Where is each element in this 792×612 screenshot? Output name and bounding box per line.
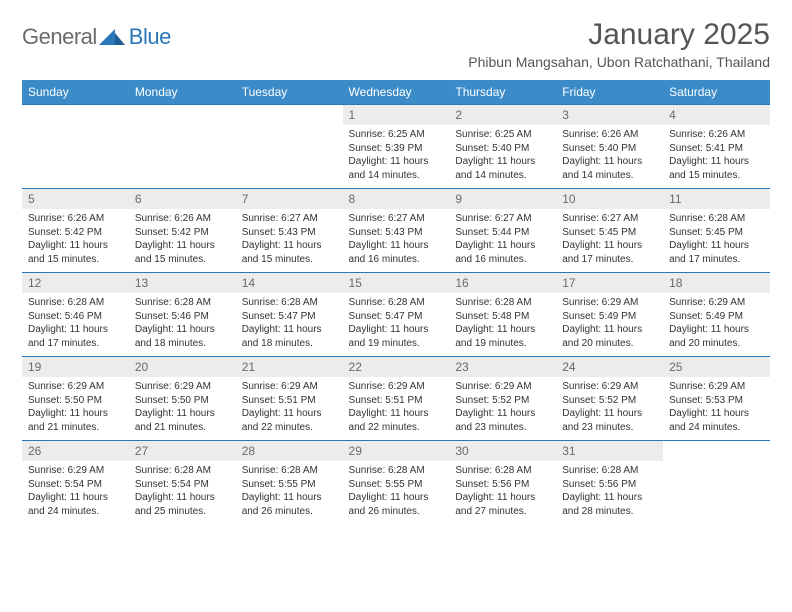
day-number-cell: 16 <box>449 273 556 294</box>
logo: General Blue <box>22 18 171 50</box>
day-detail-cell: Sunrise: 6:29 AMSunset: 5:50 PMDaylight:… <box>129 377 236 441</box>
day-detail-cell: Sunrise: 6:26 AMSunset: 5:40 PMDaylight:… <box>556 125 663 189</box>
day-detail-cell: Sunrise: 6:28 AMSunset: 5:47 PMDaylight:… <box>236 293 343 357</box>
day-detail-cell <box>663 461 770 524</box>
logo-triangle-icon <box>99 27 127 47</box>
day-detail-cell: Sunrise: 6:29 AMSunset: 5:49 PMDaylight:… <box>663 293 770 357</box>
day-number-row: 567891011 <box>22 189 770 210</box>
day-detail-row: Sunrise: 6:28 AMSunset: 5:46 PMDaylight:… <box>22 293 770 357</box>
header: General Blue January 2025 Phibun Mangsah… <box>22 18 770 70</box>
day-number-cell: 10 <box>556 189 663 210</box>
day-detail-cell <box>22 125 129 189</box>
title-block: January 2025 Phibun Mangsahan, Ubon Ratc… <box>468 18 770 70</box>
day-number-cell: 8 <box>343 189 450 210</box>
day-header: Sunday <box>22 80 129 105</box>
day-number-cell <box>663 441 770 462</box>
day-number-cell: 6 <box>129 189 236 210</box>
day-detail-cell: Sunrise: 6:29 AMSunset: 5:50 PMDaylight:… <box>22 377 129 441</box>
day-detail-cell: Sunrise: 6:27 AMSunset: 5:45 PMDaylight:… <box>556 209 663 273</box>
day-number-cell: 22 <box>343 357 450 378</box>
day-detail-cell: Sunrise: 6:26 AMSunset: 5:42 PMDaylight:… <box>22 209 129 273</box>
day-number-cell: 13 <box>129 273 236 294</box>
day-detail-cell: Sunrise: 6:28 AMSunset: 5:56 PMDaylight:… <box>556 461 663 524</box>
day-detail-cell: Sunrise: 6:28 AMSunset: 5:46 PMDaylight:… <box>22 293 129 357</box>
day-number-cell: 26 <box>22 441 129 462</box>
day-number-row: 19202122232425 <box>22 357 770 378</box>
day-detail-cell: Sunrise: 6:26 AMSunset: 5:42 PMDaylight:… <box>129 209 236 273</box>
day-detail-cell: Sunrise: 6:28 AMSunset: 5:47 PMDaylight:… <box>343 293 450 357</box>
day-detail-cell: Sunrise: 6:27 AMSunset: 5:44 PMDaylight:… <box>449 209 556 273</box>
day-number-cell: 2 <box>449 105 556 126</box>
logo-text-general: General <box>22 24 97 50</box>
day-detail-cell: Sunrise: 6:29 AMSunset: 5:52 PMDaylight:… <box>556 377 663 441</box>
day-number-cell: 17 <box>556 273 663 294</box>
day-number-cell: 24 <box>556 357 663 378</box>
day-number-cell: 19 <box>22 357 129 378</box>
day-header: Monday <box>129 80 236 105</box>
day-detail-cell: Sunrise: 6:29 AMSunset: 5:53 PMDaylight:… <box>663 377 770 441</box>
day-number-row: 12131415161718 <box>22 273 770 294</box>
day-detail-row: Sunrise: 6:26 AMSunset: 5:42 PMDaylight:… <box>22 209 770 273</box>
day-number-cell: 1 <box>343 105 450 126</box>
day-detail-cell: Sunrise: 6:29 AMSunset: 5:49 PMDaylight:… <box>556 293 663 357</box>
day-number-cell: 18 <box>663 273 770 294</box>
day-number-cell: 28 <box>236 441 343 462</box>
logo-text-blue: Blue <box>129 24 171 50</box>
day-detail-cell: Sunrise: 6:29 AMSunset: 5:51 PMDaylight:… <box>236 377 343 441</box>
day-number-cell: 15 <box>343 273 450 294</box>
day-detail-row: Sunrise: 6:29 AMSunset: 5:50 PMDaylight:… <box>22 377 770 441</box>
day-number-cell: 25 <box>663 357 770 378</box>
day-detail-cell: Sunrise: 6:28 AMSunset: 5:46 PMDaylight:… <box>129 293 236 357</box>
day-number-row: 262728293031 <box>22 441 770 462</box>
day-number-cell: 14 <box>236 273 343 294</box>
day-detail-row: Sunrise: 6:25 AMSunset: 5:39 PMDaylight:… <box>22 125 770 189</box>
day-detail-cell: Sunrise: 6:28 AMSunset: 5:55 PMDaylight:… <box>343 461 450 524</box>
day-detail-cell <box>236 125 343 189</box>
day-detail-cell: Sunrise: 6:26 AMSunset: 5:41 PMDaylight:… <box>663 125 770 189</box>
day-number-row: 1234 <box>22 105 770 126</box>
day-number-cell: 4 <box>663 105 770 126</box>
day-number-cell <box>22 105 129 126</box>
day-number-cell: 21 <box>236 357 343 378</box>
day-detail-cell: Sunrise: 6:28 AMSunset: 5:48 PMDaylight:… <box>449 293 556 357</box>
day-detail-cell: Sunrise: 6:28 AMSunset: 5:56 PMDaylight:… <box>449 461 556 524</box>
day-number-cell: 3 <box>556 105 663 126</box>
day-header: Wednesday <box>343 80 450 105</box>
day-number-cell: 23 <box>449 357 556 378</box>
day-header: Tuesday <box>236 80 343 105</box>
day-detail-cell: Sunrise: 6:29 AMSunset: 5:54 PMDaylight:… <box>22 461 129 524</box>
day-number-cell: 11 <box>663 189 770 210</box>
day-number-cell: 27 <box>129 441 236 462</box>
day-number-cell: 9 <box>449 189 556 210</box>
day-number-cell: 20 <box>129 357 236 378</box>
day-detail-cell: Sunrise: 6:28 AMSunset: 5:54 PMDaylight:… <box>129 461 236 524</box>
month-title: January 2025 <box>468 18 770 52</box>
day-number-cell <box>236 105 343 126</box>
day-number-cell: 12 <box>22 273 129 294</box>
day-detail-cell: Sunrise: 6:25 AMSunset: 5:39 PMDaylight:… <box>343 125 450 189</box>
day-detail-cell: Sunrise: 6:27 AMSunset: 5:43 PMDaylight:… <box>236 209 343 273</box>
day-header: Thursday <box>449 80 556 105</box>
day-number-cell: 7 <box>236 189 343 210</box>
calendar-table: Sunday Monday Tuesday Wednesday Thursday… <box>22 80 770 524</box>
day-header: Friday <box>556 80 663 105</box>
day-detail-cell: Sunrise: 6:27 AMSunset: 5:43 PMDaylight:… <box>343 209 450 273</box>
day-header: Saturday <box>663 80 770 105</box>
day-detail-cell: Sunrise: 6:28 AMSunset: 5:55 PMDaylight:… <box>236 461 343 524</box>
location: Phibun Mangsahan, Ubon Ratchathani, Thai… <box>468 54 770 70</box>
day-number-cell: 5 <box>22 189 129 210</box>
day-detail-cell: Sunrise: 6:29 AMSunset: 5:51 PMDaylight:… <box>343 377 450 441</box>
day-header-row: Sunday Monday Tuesday Wednesday Thursday… <box>22 80 770 105</box>
day-number-cell: 31 <box>556 441 663 462</box>
day-detail-row: Sunrise: 6:29 AMSunset: 5:54 PMDaylight:… <box>22 461 770 524</box>
day-detail-cell <box>129 125 236 189</box>
day-detail-cell: Sunrise: 6:28 AMSunset: 5:45 PMDaylight:… <box>663 209 770 273</box>
day-number-cell: 29 <box>343 441 450 462</box>
day-number-cell: 30 <box>449 441 556 462</box>
day-number-cell <box>129 105 236 126</box>
day-detail-cell: Sunrise: 6:25 AMSunset: 5:40 PMDaylight:… <box>449 125 556 189</box>
day-detail-cell: Sunrise: 6:29 AMSunset: 5:52 PMDaylight:… <box>449 377 556 441</box>
